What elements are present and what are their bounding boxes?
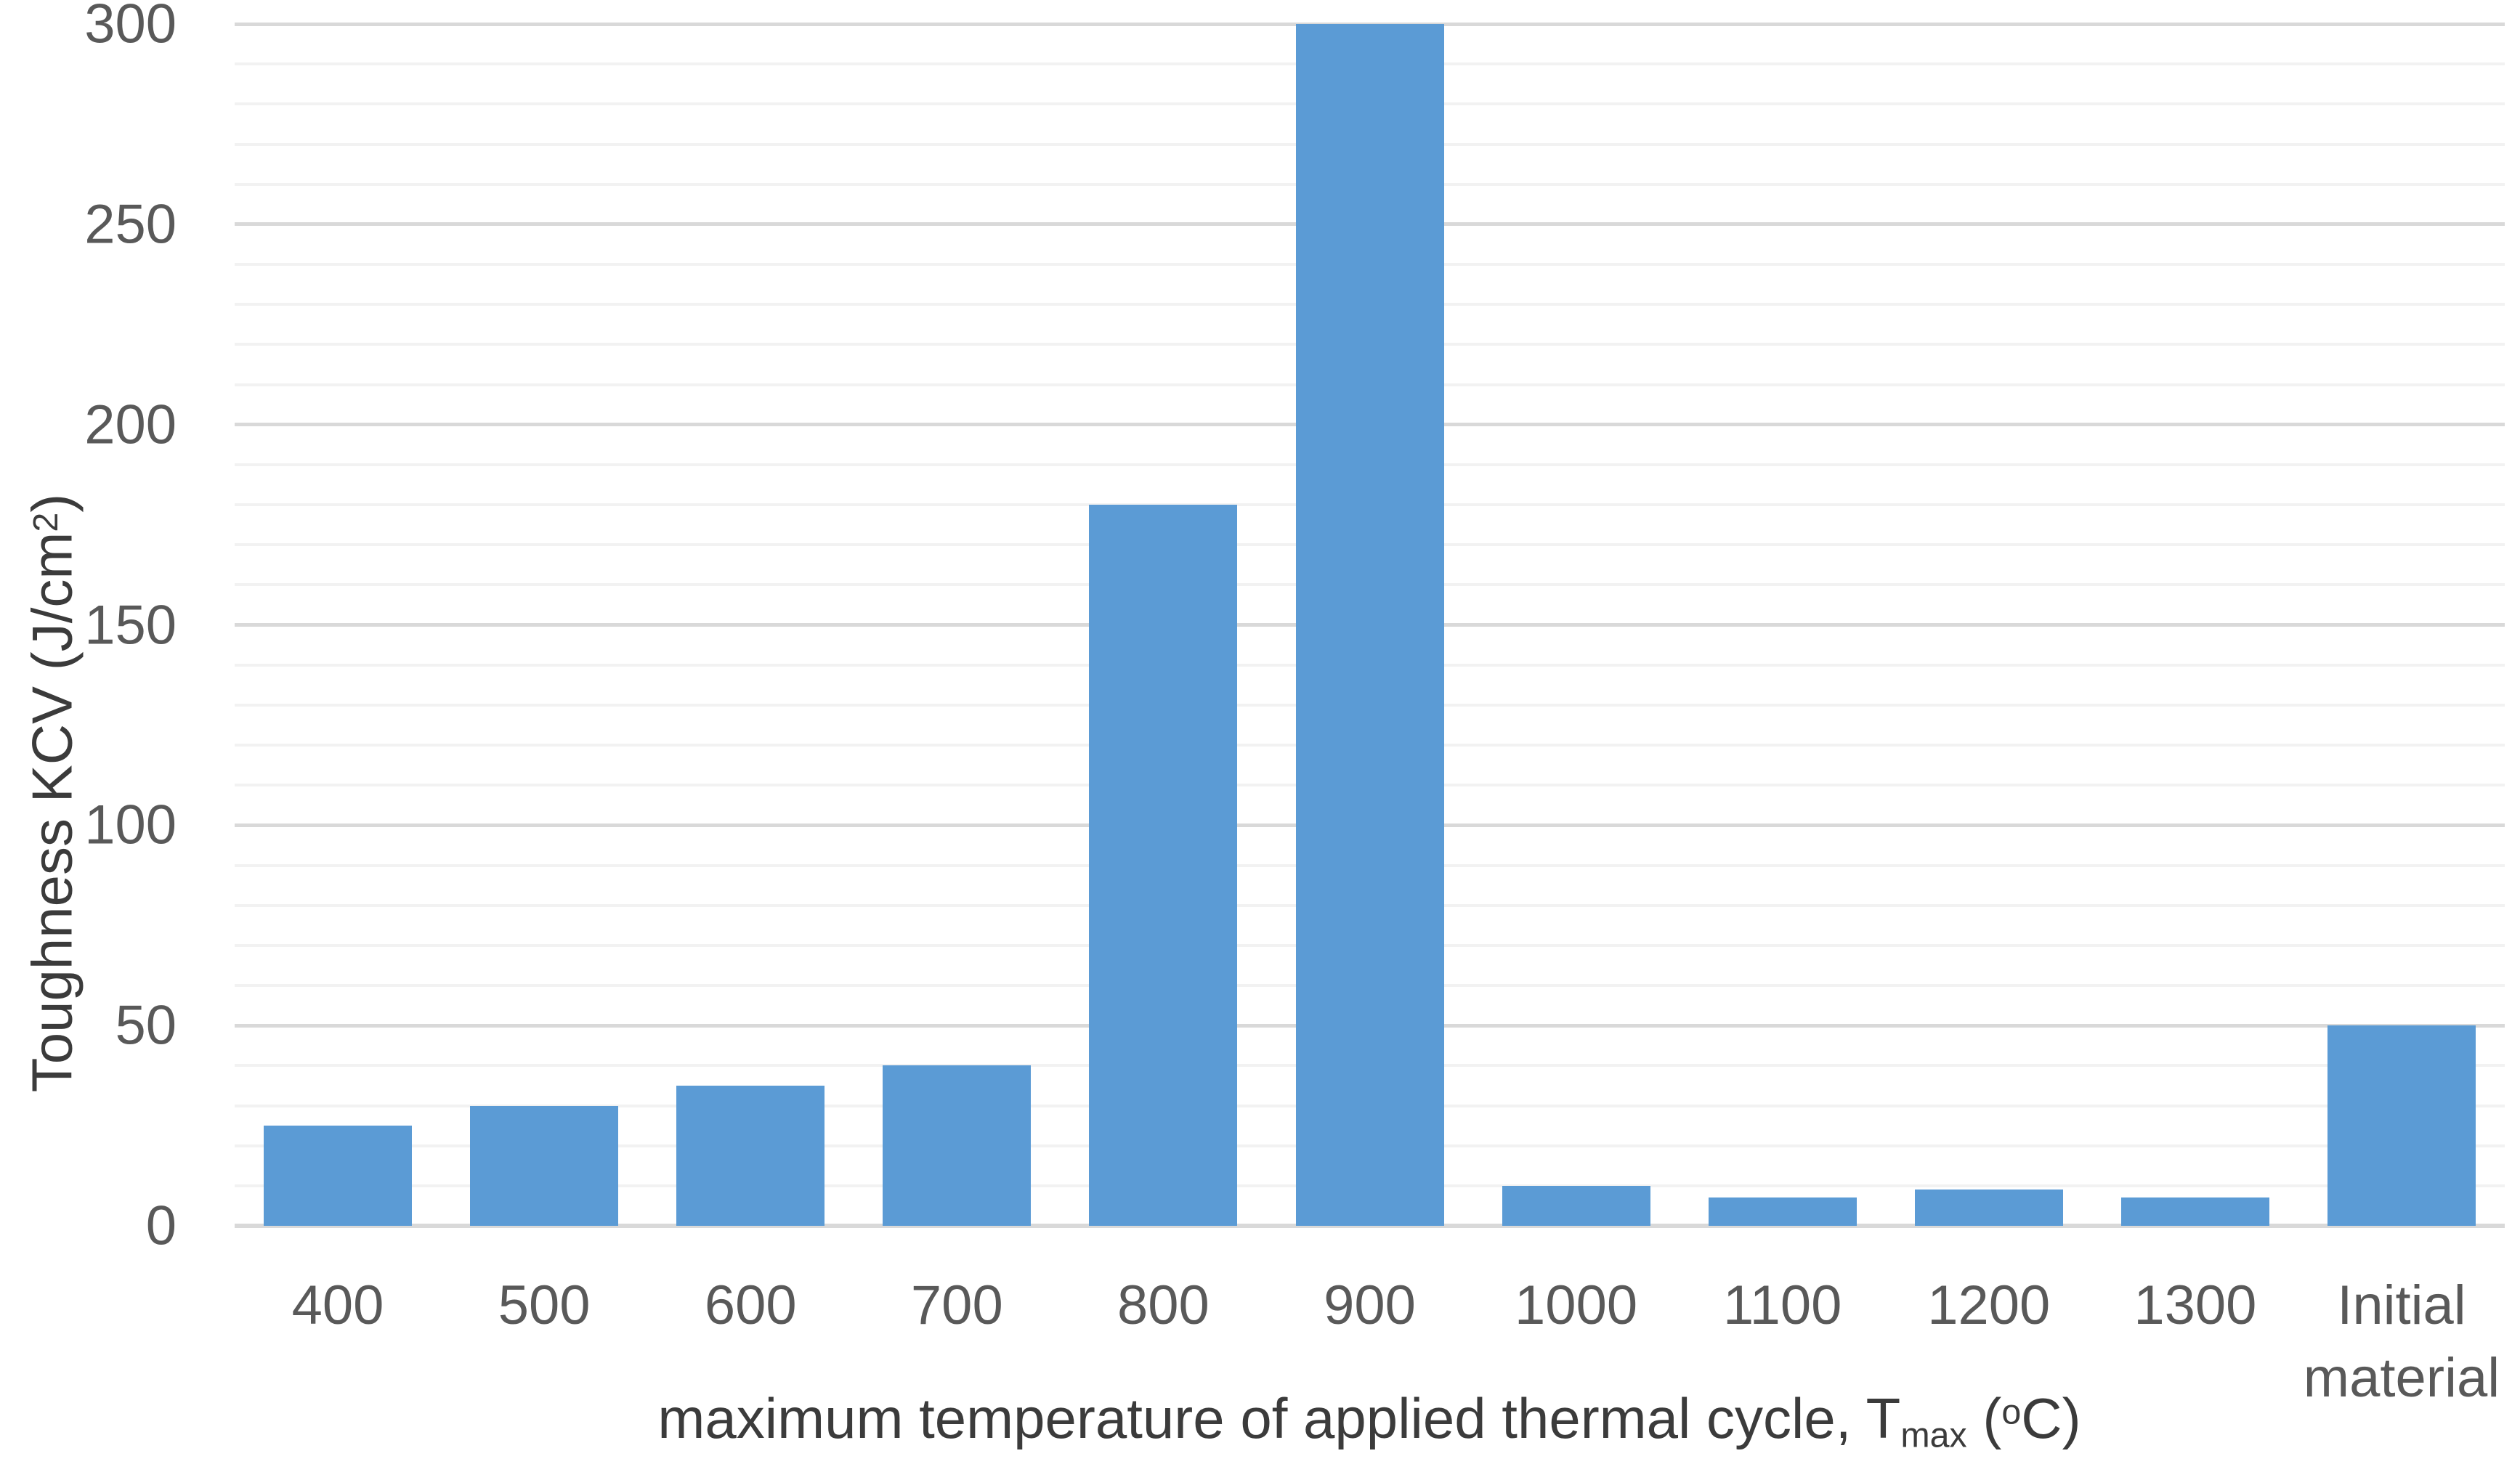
x-axis-title-mid: ( [1966,1386,2002,1450]
x-tick-label-800: 800 [1117,1274,1210,1336]
major-gridline-0 [235,1224,2505,1228]
y-tick-label-0: 0 [145,1195,177,1257]
y-tick-label-200: 200 [84,394,177,456]
x-tick-label-1100: 1100 [1722,1274,1842,1336]
y-tick-label-100: 100 [84,794,177,856]
x-tick-label-1200: 1200 [1927,1274,2051,1336]
bar-1300 [2120,1197,2269,1226]
x-tick-label-700: 700 [910,1274,1003,1336]
x-tick-label-400: 400 [291,1274,384,1336]
bar-500 [470,1105,619,1226]
bar-600 [676,1085,825,1226]
x-axis-title-superscript: o [2001,1392,2022,1432]
x-tick-label-1300: 1300 [2134,1274,2257,1336]
x-tick-label-900: 900 [1324,1274,1416,1336]
bar-1200 [1914,1190,2063,1226]
y-tick-label-300: 300 [84,0,177,55]
y-tick-label-250: 250 [84,193,177,256]
x-tick-label-1000: 1000 [1515,1274,1638,1336]
x-axis-title-subscript: max [1900,1415,1967,1455]
plot-area [235,22,2505,1228]
x-axis-title-text: maximum temperature of applied thermal c… [657,1386,1901,1450]
y-tick-label-50: 50 [115,994,177,1057]
x-axis-title-suffix: C) [2021,1386,2081,1450]
x-tick-label-500: 500 [498,1274,591,1336]
y-axis-tick-labels: 0 50 100 150 200 250 300 [0,0,177,1472]
bar-1000 [1502,1185,1650,1226]
bar-400 [264,1126,413,1226]
bar-initial-material [2327,1025,2476,1226]
x-axis-title: maximum temperature of applied thermal c… [657,1386,2081,1455]
bar-700 [883,1065,1032,1226]
x-tick-label-initial-material: Initial material [2303,1274,2500,1410]
x-tick-label-600: 600 [704,1274,797,1336]
bar-1100 [1708,1197,1857,1226]
y-tick-label-150: 150 [84,594,177,656]
bar-800 [1089,505,1238,1226]
bar-900 [1295,24,1444,1226]
